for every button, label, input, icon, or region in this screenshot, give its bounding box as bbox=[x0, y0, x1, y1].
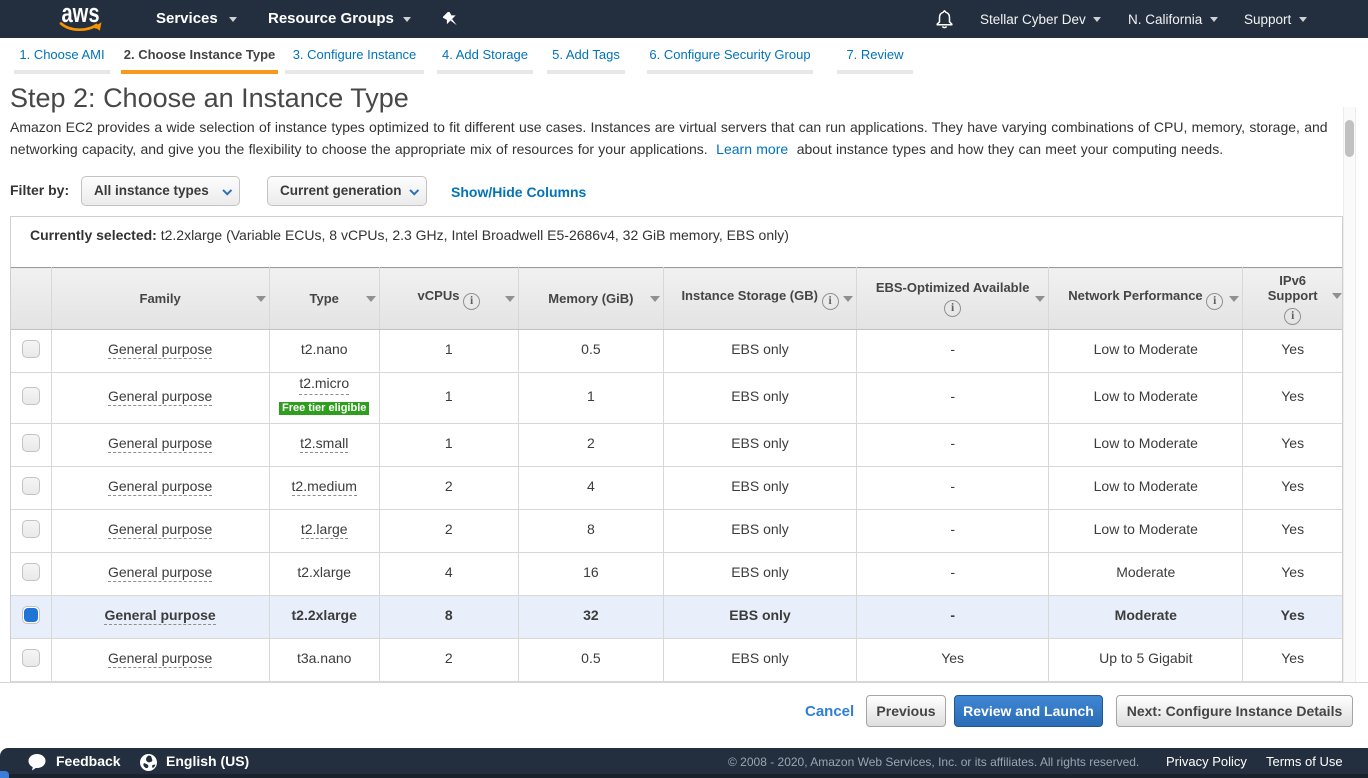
svg-text:aws: aws bbox=[62, 3, 100, 28]
